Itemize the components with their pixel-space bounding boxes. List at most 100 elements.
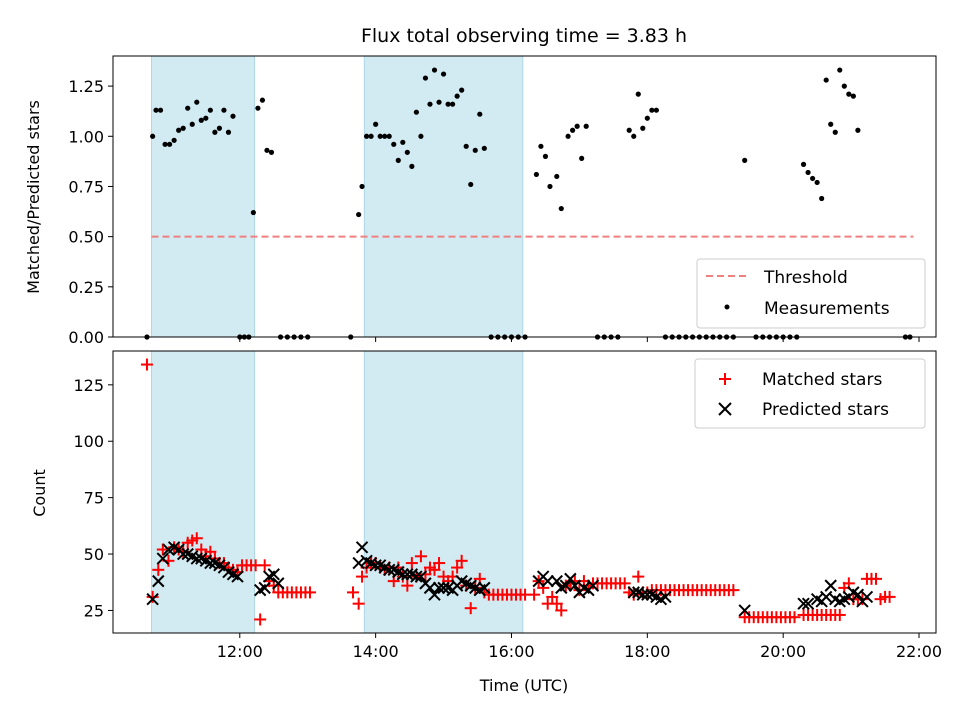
bottom-x-ticks: 12:00 14:00 16:00 18:00 20:00 22:00	[217, 633, 942, 661]
matched-star-point	[464, 602, 477, 615]
predicted-star-point	[267, 568, 280, 581]
x-tick-label: 12:00	[217, 642, 263, 661]
measurement-point	[225, 129, 232, 135]
predicted-star-point	[738, 604, 751, 617]
measurement-point	[356, 211, 362, 218]
matched-star-point	[627, 588, 640, 601]
measurement-point	[570, 127, 576, 133]
matched-star-point	[428, 563, 441, 576]
predicted-star-point	[819, 590, 833, 604]
matched-star-point	[618, 577, 631, 590]
observing-windows	[150, 350, 524, 634]
matched-star-point	[258, 559, 271, 572]
measurement-point	[198, 117, 204, 123]
measurement-point	[558, 205, 564, 212]
predicted-star-point	[541, 574, 554, 588]
y-tick-label: 0.50	[68, 228, 104, 247]
measurement-point	[626, 127, 632, 133]
measurement-point	[635, 91, 641, 97]
predicted-star-point	[146, 592, 159, 606]
predicted-star-point	[272, 577, 285, 590]
matched-star-point	[455, 554, 468, 567]
x-tick-label: 16:00	[488, 642, 534, 661]
matched-star-point	[546, 590, 559, 603]
measurement-point	[814, 179, 820, 186]
matched-star-point	[414, 550, 427, 563]
predicted-star-point	[586, 579, 600, 592]
measurement-point	[409, 163, 415, 169]
x-tick-label: 22:00	[896, 642, 942, 661]
measurement-point	[400, 139, 406, 145]
measurement-point	[250, 209, 256, 216]
predicted-star-point	[410, 570, 423, 583]
measurement-point	[391, 141, 397, 147]
observing-window-band	[150, 55, 256, 338]
measurement-point	[422, 75, 429, 81]
y-tick-label: 0.00	[68, 328, 104, 347]
measurement-point	[212, 129, 218, 135]
chart-title: Flux total observing time = 3.83 h	[361, 25, 687, 47]
top-y-axis-label: Matched/Predicted stars	[24, 100, 43, 294]
y-tick-label: 125	[73, 376, 104, 395]
predicted-star-point	[564, 572, 577, 586]
predicted-star-point	[204, 556, 217, 570]
measurement-point	[649, 107, 655, 113]
predicted-star-point	[432, 581, 446, 595]
predicted-star-point	[860, 590, 874, 604]
measurement-point	[468, 181, 474, 188]
top-panel: Flux total observing time = 3.83 h 0.00 0…	[24, 25, 937, 347]
measurement-point	[150, 133, 156, 139]
bottom-panel: 25 50 75 100 125 12:00 14:00 16:00 18:00 20:00 22…	[30, 350, 942, 695]
measurement-point	[162, 141, 168, 147]
observing-window-band	[363, 350, 524, 634]
measurement-point	[810, 175, 816, 182]
y-tick-label: 1.25	[68, 77, 104, 96]
predicted-star-point	[355, 541, 369, 554]
measurement-point	[533, 171, 539, 178]
measurement-point	[463, 143, 469, 149]
x-tick-label: 20:00	[760, 642, 806, 661]
predicted-star-point	[851, 588, 865, 601]
predicted-star-point	[568, 579, 582, 592]
measurement-point	[583, 123, 589, 129]
matched-star-point	[451, 561, 464, 574]
y-tick-label: 0.75	[68, 177, 104, 196]
predicted-star-point	[414, 570, 428, 583]
matched-star-point	[528, 588, 541, 601]
bottom-y-ticks: 25 50 75 100 125	[73, 376, 113, 620]
measurement-point	[653, 107, 659, 113]
measurement-point	[644, 115, 650, 121]
measurement-point	[404, 149, 410, 155]
measurement-point	[268, 149, 275, 155]
measurement-point	[207, 107, 213, 113]
legend-threshold-label: Threshold	[763, 268, 848, 288]
measurement-point	[800, 161, 807, 167]
measurement-point	[565, 133, 571, 139]
matched-legend-swatch	[719, 373, 731, 385]
matched-star-point	[433, 557, 446, 570]
matched-star-point	[550, 597, 563, 610]
predicted-star-point	[824, 579, 837, 592]
predicted-star-markers	[146, 541, 874, 617]
matched-star-point	[152, 563, 165, 576]
measurement-point	[368, 133, 374, 139]
measurement-point	[167, 141, 173, 147]
measurement-point	[832, 129, 838, 135]
y-tick-label: 75	[84, 489, 104, 508]
measurement-point	[395, 157, 401, 163]
measurement-point	[450, 101, 456, 107]
measurement-point	[373, 121, 379, 127]
measurement-point	[477, 111, 483, 117]
measurement-point	[180, 125, 186, 131]
measurement-point	[382, 133, 388, 139]
predicted-star-point	[550, 574, 563, 588]
measurement-point	[459, 87, 465, 93]
measurement-point	[157, 107, 164, 113]
measurement-point	[427, 101, 433, 107]
measurement-point	[640, 125, 646, 131]
matched-star-point	[727, 584, 740, 597]
matched-star-point	[346, 586, 359, 599]
top-y-ticks: 0.00 0.25 0.50 0.75 1.00 1.25	[68, 77, 113, 347]
measurement-point	[855, 127, 861, 133]
bottom-legend: Matched stars Predicted stars	[694, 358, 926, 429]
